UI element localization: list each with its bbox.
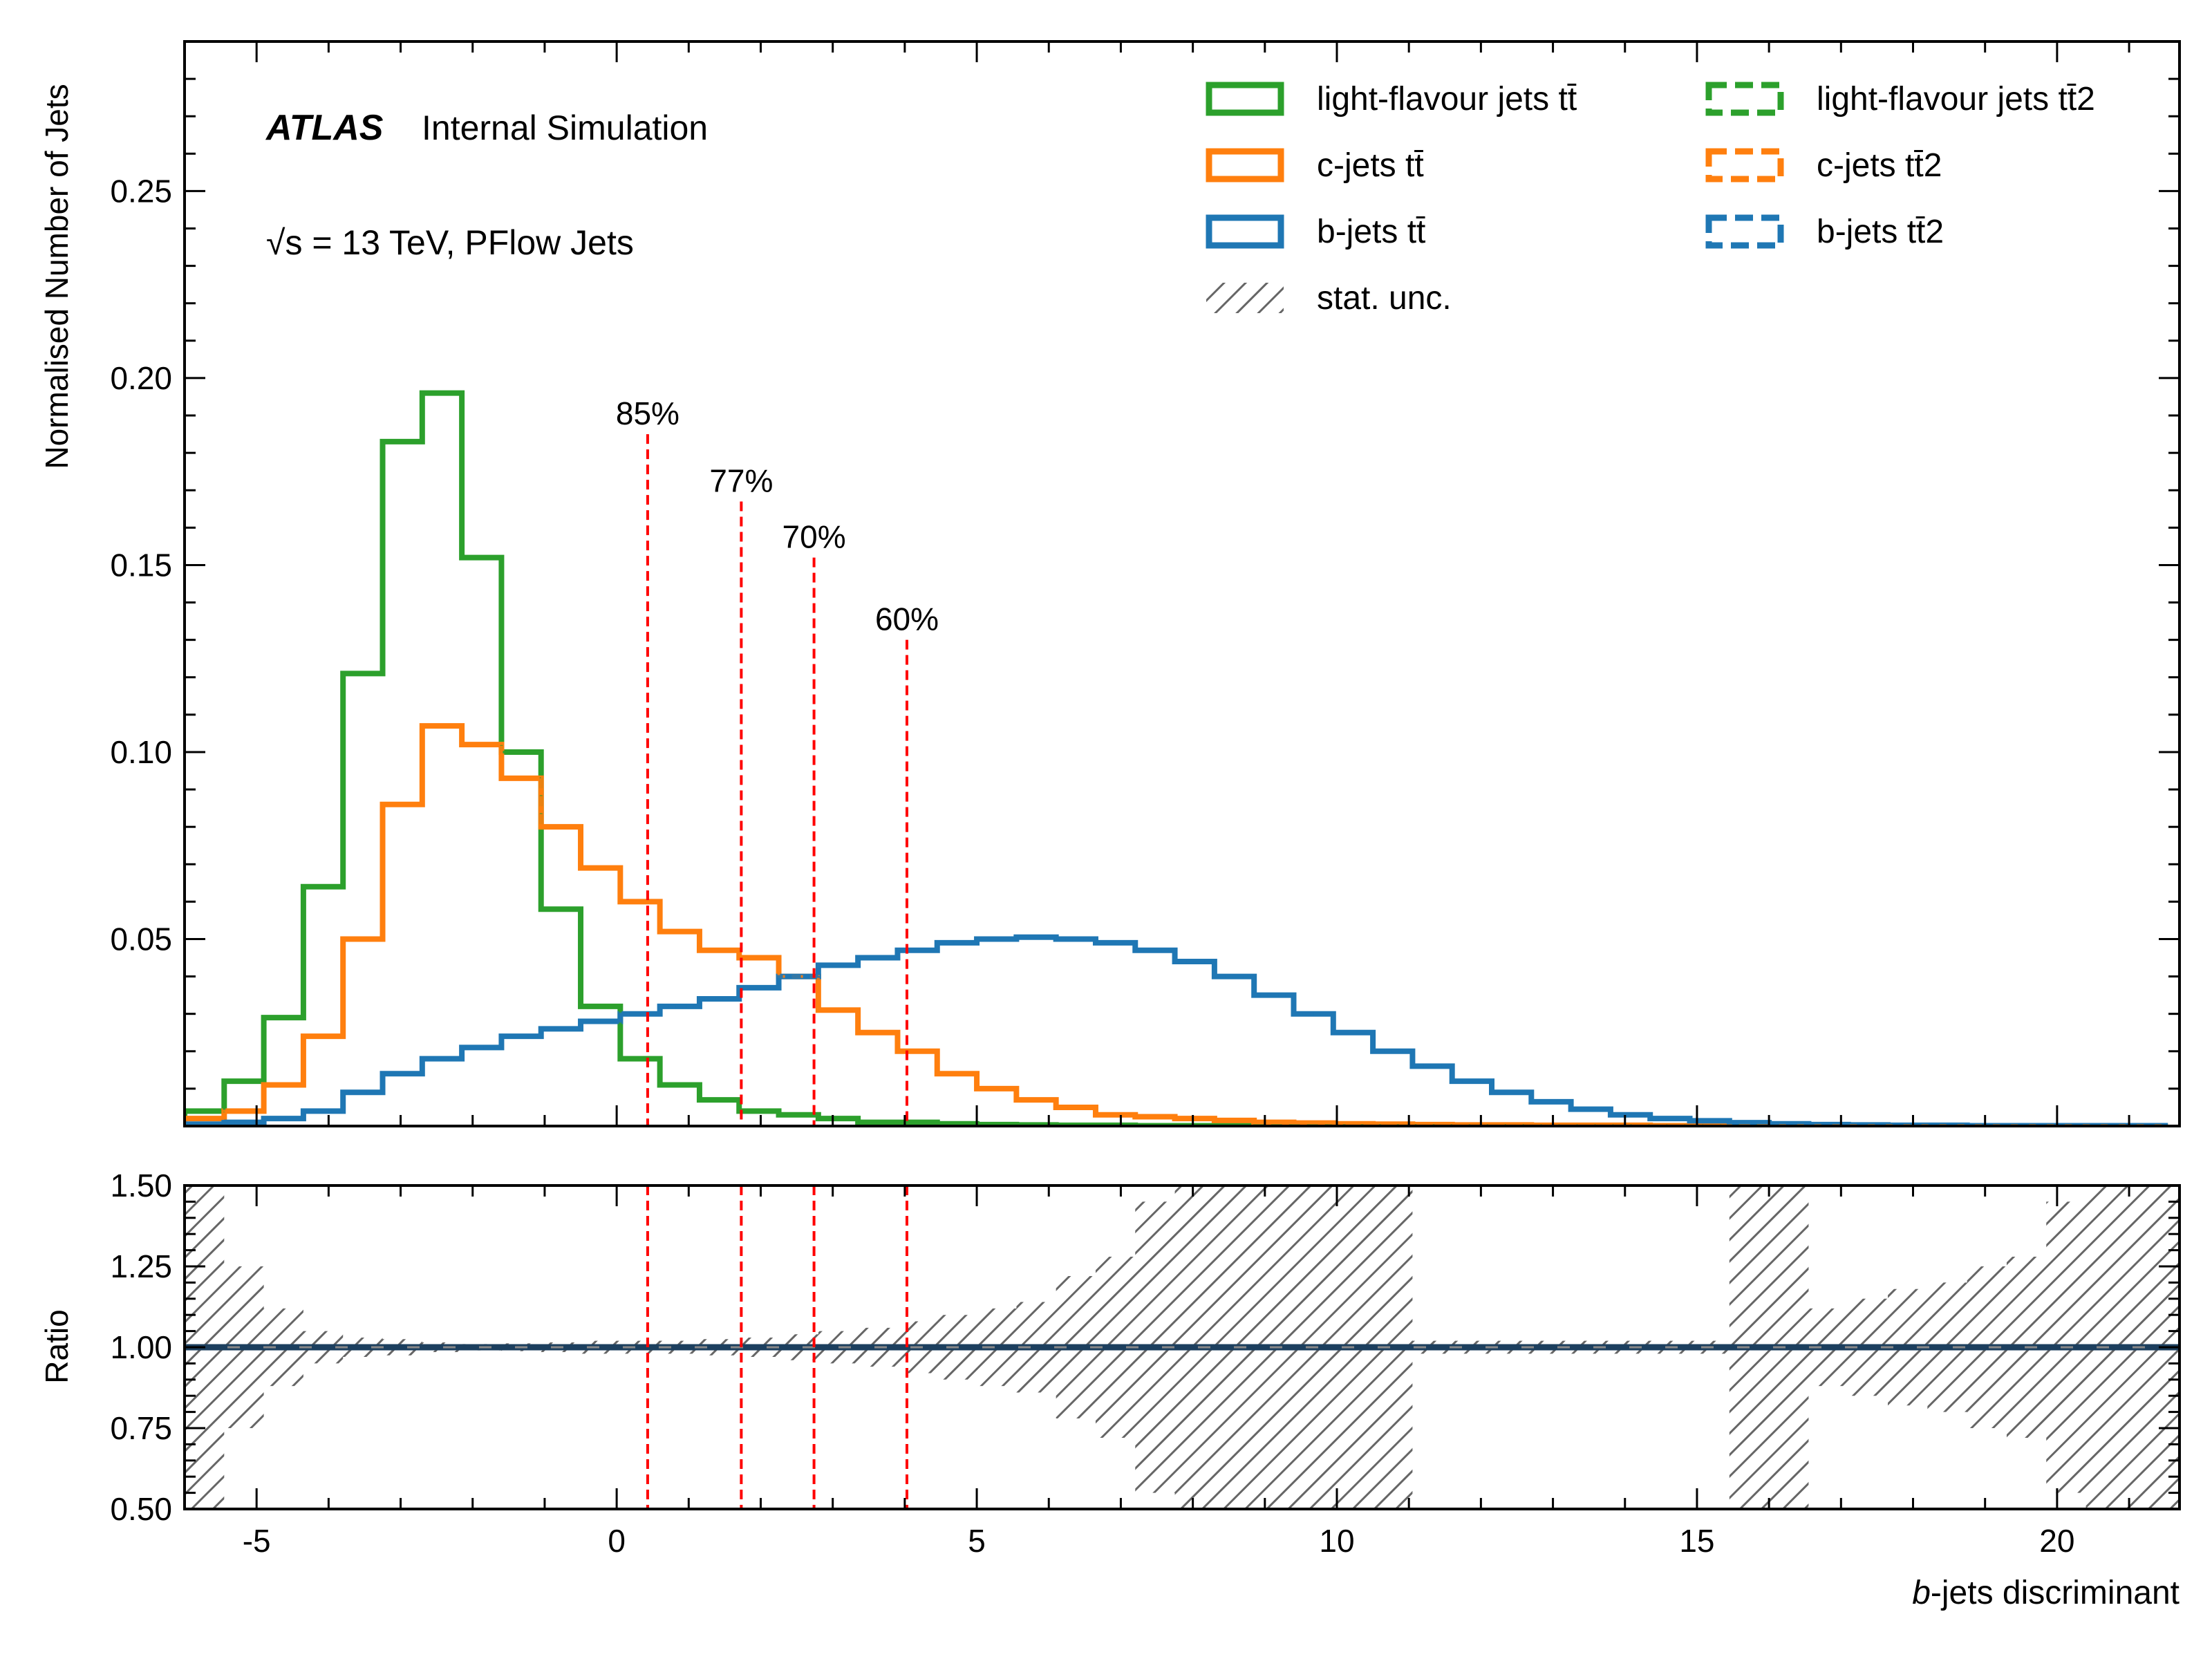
histogram-layer	[185, 390, 2168, 1126]
legend-label: light-flavour jets tt̄	[1317, 81, 1577, 118]
working-point-label: 60%	[875, 601, 939, 637]
series-1-histogram	[185, 723, 2168, 1126]
legend-swatch	[1206, 214, 1284, 249]
working-point-label: 85%	[616, 395, 679, 431]
legend-label: stat. unc.	[1317, 280, 1452, 317]
y-tick-label: 0.15	[110, 547, 172, 583]
x-tick-label: 5	[968, 1523, 986, 1559]
legend-label: b-jets tt̄	[1317, 214, 1425, 250]
series-3-histogram	[185, 391, 2167, 1126]
series-2-histogram	[185, 934, 2168, 1126]
internal-simulation-label: Internal Simulation	[422, 109, 708, 147]
x-tick-label: 20	[2039, 1523, 2074, 1559]
legend-label: c-jets tt̄	[1317, 147, 1424, 184]
y-tick-label: 0.10	[110, 734, 172, 770]
legend-swatch	[1206, 148, 1284, 182]
ratio-y-tick-label: 1.25	[110, 1248, 172, 1284]
x-tick-label: 0	[608, 1523, 626, 1559]
x-axis-label: b-jets discriminant	[1912, 1575, 2180, 1611]
top-y-axis-label: Normalised Number of Jets	[39, 84, 75, 469]
working-points-layer: 85% 77%70% 60%	[616, 395, 939, 1126]
legend-swatch	[1705, 214, 1784, 249]
legend-label: c-jets tt̄2	[1817, 147, 1942, 184]
legend-swatch	[1705, 82, 1784, 116]
legend-swatch	[1206, 82, 1284, 116]
energy-label: √s = 13 TeV, PFlow Jets	[266, 223, 634, 262]
working-point-label: 70%	[782, 519, 846, 555]
x-tick-label: 10	[1319, 1523, 1354, 1559]
legend: light-flavour jets tt̄ c-jets tt̄ b-jets t…	[1206, 81, 2095, 317]
y-tick-label: 0.25	[110, 173, 172, 209]
ratio-y-tick-label: 0.50	[110, 1491, 172, 1527]
series-4-histogram	[185, 724, 2167, 1126]
top-axis-ticks: 0.05 0.10 0.15 0.20 0.25	[110, 41, 2180, 1126]
series-5-histogram	[185, 935, 2167, 1126]
legend-swatch-stat-unc	[1206, 283, 1284, 313]
x-tick-label: -5	[243, 1523, 271, 1559]
bottom-y-axis-label: Ratio	[39, 1309, 75, 1383]
y-tick-label: 0.20	[110, 360, 172, 396]
x-tick-label: 15	[1679, 1523, 1714, 1559]
y-tick-label: 0.05	[110, 921, 172, 957]
bottom-panel-frame	[183, 1184, 2181, 1510]
working-point-label: 77%	[709, 462, 773, 498]
atlas-label: ATLAS	[265, 108, 384, 148]
series-0-histogram	[185, 390, 2168, 1126]
ratio-layer	[185, 1185, 2180, 1509]
legend-swatch	[1705, 148, 1784, 182]
legend-label: light-flavour jets tt̄2	[1817, 81, 2095, 118]
ratio-y-tick-label: 1.00	[110, 1329, 172, 1365]
legend-label: b-jets tt̄2	[1817, 214, 1944, 250]
top-panel-frame	[183, 40, 2181, 1127]
ratio-y-tick-label: 0.75	[110, 1410, 172, 1446]
ratio-y-tick-label: 1.50	[110, 1168, 172, 1203]
